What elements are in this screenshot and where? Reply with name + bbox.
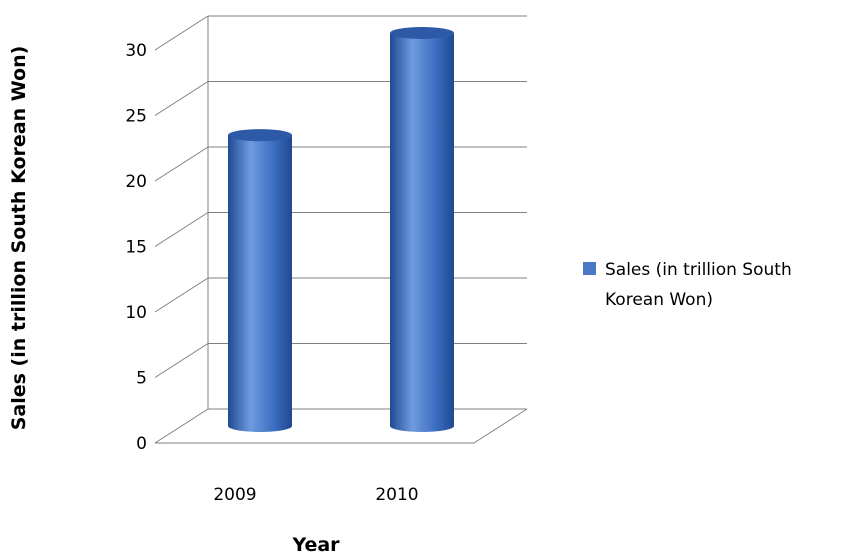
bar-2010 xyxy=(390,27,454,432)
y-tick-label: 25 xyxy=(125,107,147,127)
legend-swatch xyxy=(583,262,596,275)
legend-label-line1: Sales (in trillion South xyxy=(605,260,792,280)
bar-body xyxy=(228,135,292,432)
bar-top xyxy=(390,27,454,39)
y-tick-label: 20 xyxy=(125,172,147,192)
bars xyxy=(228,27,454,432)
y-axis-title: Sales (in trillion South Korean Won) xyxy=(8,46,30,431)
x-axis-title: Year xyxy=(291,534,340,556)
y-axis-ticks: 0 5 10 15 20 25 30 xyxy=(125,41,147,454)
gridline-side xyxy=(154,277,209,313)
legend-label-line2: Korean Won) xyxy=(605,290,713,310)
y-tick-label: 30 xyxy=(125,41,147,61)
gridline-side xyxy=(154,81,209,116)
x-tick-label: 2009 xyxy=(213,485,256,505)
gridline-side xyxy=(154,146,209,182)
legend: Sales (in trillion South Korean Won) xyxy=(583,260,792,310)
x-axis-ticks: 2009 2010 xyxy=(213,485,418,505)
gridline-side xyxy=(154,408,209,444)
y-tick-label: 10 xyxy=(125,303,147,323)
y-tick-label: 15 xyxy=(125,238,147,258)
floor-right-edge xyxy=(473,408,528,444)
gridline-side xyxy=(154,343,209,378)
bar-top xyxy=(228,129,292,142)
bar-body xyxy=(390,33,454,432)
y-tick-label: 5 xyxy=(136,369,147,389)
x-tick-label: 2010 xyxy=(375,485,418,505)
y-tick-label: 0 xyxy=(136,434,147,454)
gridlines xyxy=(154,15,528,444)
bar-2009 xyxy=(228,129,292,432)
gridline-side xyxy=(154,212,209,247)
gridline-side xyxy=(154,15,209,51)
